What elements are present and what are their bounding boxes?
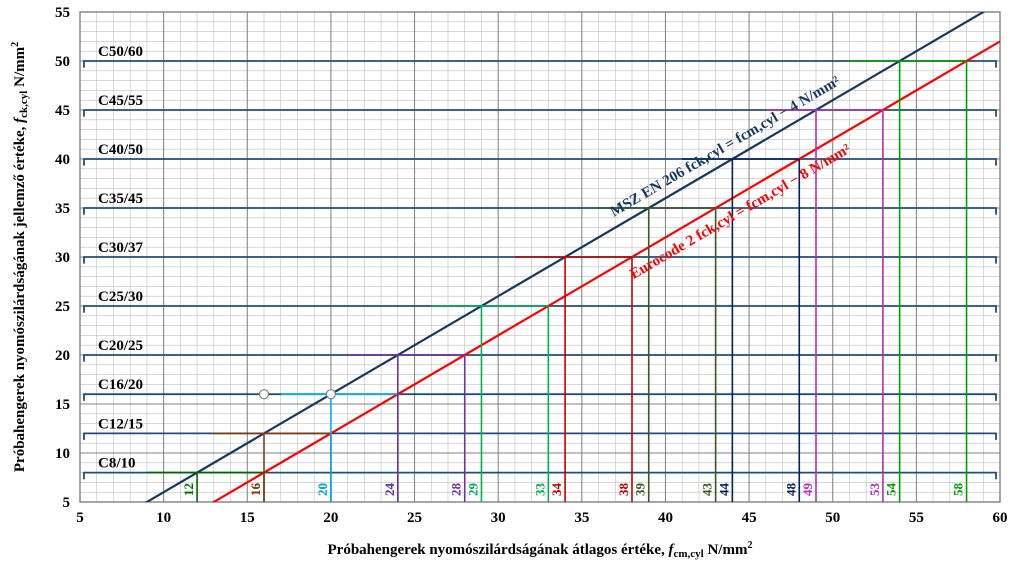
class-label: C45/55 [98,93,143,109]
x-tick-label: 60 [993,510,1008,526]
x-tick-label: 25 [407,510,422,526]
x-tick-label: 5 [76,510,84,526]
drop-label: 20 [315,483,330,496]
class-label: C50/60 [98,44,143,60]
drop-label: 38 [616,483,631,497]
drop-label: 24 [382,483,397,497]
y-tick-label: 50 [55,54,70,70]
y-tick-label: 35 [55,201,70,217]
x-tick-label: 10 [156,510,171,526]
y-tick-label: 15 [55,397,70,413]
x-tick-label: 15 [240,510,255,526]
drop-label: 12 [181,483,196,496]
x-tick-label: 40 [658,510,673,526]
y-tick-label: 25 [55,299,70,315]
drop-label: 29 [465,483,480,497]
drop-label: 44 [716,483,731,497]
drop-label: 33 [532,483,547,497]
drop-label: 49 [800,483,815,497]
class-label: C40/50 [98,142,143,158]
y-tick-label: 5 [63,495,71,511]
x-tick-label: 20 [323,510,338,526]
x-tick-label: 55 [909,510,924,526]
class-label: C30/37 [98,240,144,256]
drop-label: 54 [884,483,899,497]
marker-point [260,390,269,399]
x-tick-label: 45 [742,510,757,526]
drop-label: 39 [633,483,648,497]
drop-label: 16 [248,483,263,497]
drop-label: 34 [549,483,564,497]
drop-label: 48 [783,483,798,497]
class-label: C20/25 [98,338,143,354]
x-tick-label: 30 [491,510,506,526]
y-tick-label: 55 [55,5,70,21]
marker-point [326,390,335,399]
chart-svg: C8/10 C12/15 C16/20 C20/25 C25/30 C30/37 C35/4… [0,0,1024,566]
drop-label: 28 [449,483,464,497]
x-tick-label: 35 [574,510,589,526]
class-label: C25/30 [98,289,143,305]
chart-container: C8/10 C12/15 C16/20 C20/25 C25/30 C30/37 C35/4… [0,0,1024,566]
y-tick-label: 20 [55,348,70,364]
class-label: C12/15 [98,416,143,432]
y-tick-label: 10 [55,446,70,462]
class-label: C8/10 [98,456,136,472]
drop-label: 58 [951,483,966,497]
drop-label: 53 [867,483,882,497]
y-tick-label: 40 [55,152,70,168]
class-label: C16/20 [98,377,143,393]
y-tick-label: 45 [55,103,70,119]
x-tick-label: 50 [825,510,840,526]
y-tick-label: 30 [55,250,70,266]
class-label: C35/45 [98,191,143,207]
drop-label: 43 [700,483,715,497]
